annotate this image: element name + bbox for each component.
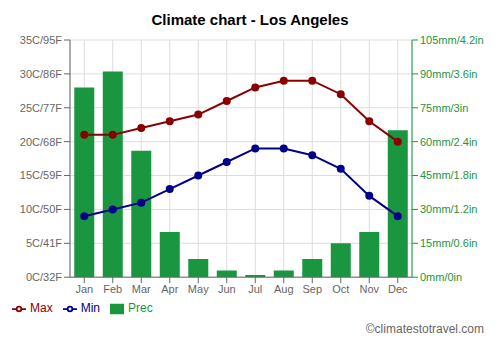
svg-text:75mm/3in: 75mm/3in	[420, 102, 468, 114]
svg-text:35C/95F: 35C/95F	[20, 34, 62, 46]
svg-text:May: May	[188, 283, 209, 295]
svg-text:Dec: Dec	[388, 283, 408, 295]
svg-text:20C/68F: 20C/68F	[20, 136, 62, 148]
svg-text:15C/59F: 15C/59F	[20, 169, 62, 181]
svg-text:15mm/0.6in: 15mm/0.6in	[420, 237, 477, 249]
svg-text:0mm/0in: 0mm/0in	[420, 271, 462, 283]
svg-text:45mm/1.8in: 45mm/1.8in	[420, 169, 477, 181]
svg-text:25C/77F: 25C/77F	[20, 102, 62, 114]
svg-text:Nov: Nov	[359, 283, 379, 295]
svg-text:60mm/2.4in: 60mm/2.4in	[420, 136, 477, 148]
svg-text:Apr: Apr	[161, 283, 178, 295]
svg-text:Sep: Sep	[302, 283, 322, 295]
svg-text:30mm/1.2in: 30mm/1.2in	[420, 203, 477, 215]
svg-text:Oct: Oct	[332, 283, 349, 295]
svg-text:Feb: Feb	[103, 283, 122, 295]
html-text:Climate chart - Los Angeles: Climate chart - Los Angeles	[151, 11, 349, 28]
svg-text:Jun: Jun	[218, 283, 236, 295]
html-text:Prec: Prec	[128, 301, 153, 316]
html-text:©climatestotravel.com: ©climatestotravel.com	[365, 322, 484, 336]
svg-text:Jul: Jul	[248, 283, 262, 295]
svg-text:10C/50F: 10C/50F	[20, 203, 62, 215]
html-text:Min: Min	[80, 301, 100, 316]
svg-text:Jan: Jan	[75, 283, 93, 295]
svg-text:5C/41F: 5C/41F	[26, 237, 62, 249]
svg-text:Mar: Mar	[132, 283, 151, 295]
svg-text:0C/32F: 0C/32F	[26, 271, 62, 283]
svg-text:Aug: Aug	[274, 283, 294, 295]
svg-text:30C/86F: 30C/86F	[20, 68, 62, 80]
svg-text:105mm/4.2in: 105mm/4.2in	[420, 34, 484, 46]
svg-text:90mm/3.6in: 90mm/3.6in	[420, 68, 477, 80]
html-text:Max: Max	[30, 301, 53, 316]
